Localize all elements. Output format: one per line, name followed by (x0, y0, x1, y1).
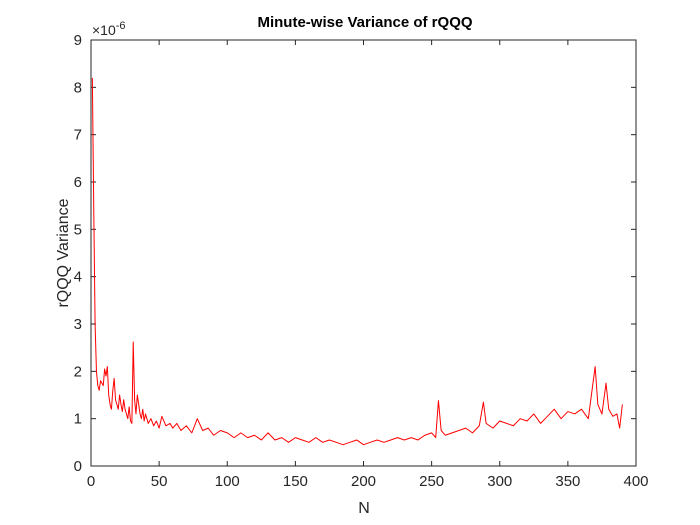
axis-multiplier-base: ×10 (92, 22, 116, 38)
x-tick-label: 350 (555, 473, 580, 490)
y-tick-label: 0 (74, 458, 82, 475)
x-tick-label: 200 (351, 473, 376, 490)
x-axis-ticks: 0 50 100 150 200 250 300 350 400 (87, 40, 649, 490)
x-tick-label: 0 (87, 473, 95, 490)
x-tick-label: 250 (419, 473, 444, 490)
y-tick-label: 1 (74, 411, 82, 428)
x-tick-label: 150 (283, 473, 308, 490)
y-tick-label: 3 (74, 316, 82, 333)
y-tick-label: 9 (74, 32, 82, 49)
y-tick-label: 6 (74, 174, 82, 191)
x-tick-label: 100 (215, 473, 240, 490)
y-tick-label: 2 (74, 363, 82, 380)
x-tick-label: 50 (151, 473, 168, 490)
chart-title: Minute-wise Variance of rQQQ (257, 14, 472, 31)
series-layer (91, 77, 623, 446)
y-tick-label: 8 (74, 79, 82, 96)
y-tick-label: 5 (74, 221, 82, 238)
x-tick-label: 300 (487, 473, 512, 490)
axis-multiplier-exponent: -6 (116, 20, 126, 32)
x-axis-label: N (358, 500, 370, 517)
y-tick-label: 7 (74, 127, 82, 144)
y-axis-label: rQQQ Variance (55, 198, 72, 307)
y-tick-label: 4 (74, 269, 82, 286)
series-line-0 (91, 77, 623, 446)
axis-multiplier: ×10-6 (92, 20, 126, 38)
x-tick-label: 400 (623, 473, 648, 490)
plot-area (90, 39, 637, 467)
y-axis-ticks: 0 1 2 3 4 5 6 7 8 9 (74, 32, 636, 475)
